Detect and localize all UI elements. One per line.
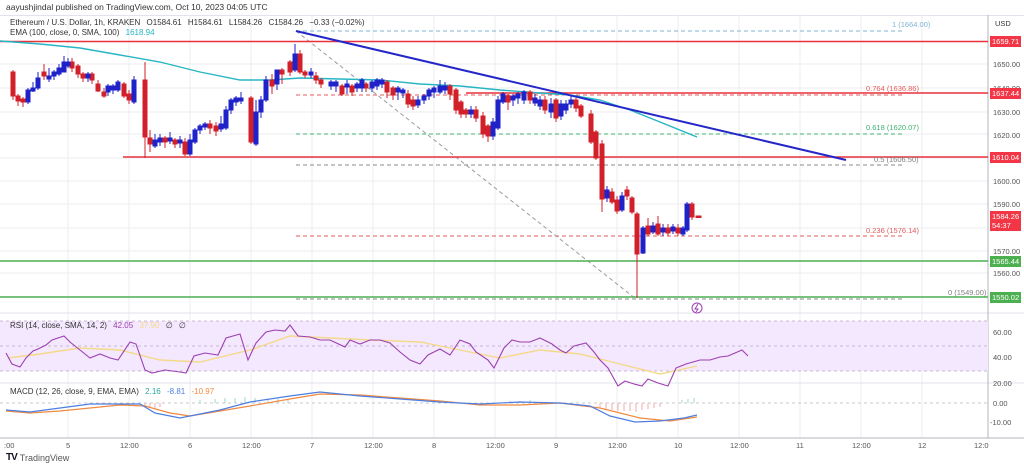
ohlc-open: O1584.61 xyxy=(146,18,182,27)
price-tag-1550: 1550.02 xyxy=(990,292,1022,303)
macd-line xyxy=(5,391,698,423)
macd-hist-value: 2.16 xyxy=(145,387,161,396)
macd-signal-value: -10.97 xyxy=(191,387,215,396)
time-tick: 11 xyxy=(796,441,804,450)
candlesticks xyxy=(10,44,702,298)
brand-name: TradingView xyxy=(19,452,70,463)
price-tick: 1600.00 xyxy=(993,177,1021,186)
ohlc-low: L1584.26 xyxy=(228,18,263,27)
price-tick: 1570.00 xyxy=(993,247,1021,256)
symbol-title[interactable]: Ethereum / U.S. Dollar, 1h, KRAKEN xyxy=(10,18,141,27)
time-tick: 12:0 xyxy=(974,441,989,450)
macd-tick: -10.00 xyxy=(990,418,1012,427)
macd-tick: 0.00 xyxy=(993,399,1008,408)
fib-label-05: 0.5 (1606.50) xyxy=(874,155,919,164)
time-tick: 12:00 xyxy=(486,441,505,450)
tradingview-logo-icon: TV xyxy=(6,452,18,463)
time-tick: 12:00 xyxy=(852,441,871,450)
rsi-legend[interactable]: RSI (14, close, SMA, 14, 2) 42.05 37.90 … xyxy=(10,321,190,330)
price-tag-1637: 1637.44 xyxy=(990,88,1022,99)
grid-horizontal xyxy=(0,63,988,274)
fib-label-0: 0 (1549.00) xyxy=(948,288,987,297)
price-tag-1565: 1565.44 xyxy=(990,256,1022,267)
rsi-extra-2: ∅ xyxy=(178,321,186,330)
rsi-line[interactable] xyxy=(5,324,749,387)
time-tick: :00 xyxy=(4,441,15,450)
rsi-label: RSI (14, close, SMA, 14, 2) xyxy=(10,321,107,330)
rsi-sma-line xyxy=(7,335,698,375)
ohlc-high: H1584.61 xyxy=(187,18,223,27)
rsi-tick: 20.00 xyxy=(993,379,1012,388)
price-tag-1610: 1610.04 xyxy=(990,152,1022,163)
time-tick: 12:00 xyxy=(120,441,139,450)
rsi-value: 42.05 xyxy=(113,321,134,330)
last-price-tag: 1584.26 54:37 xyxy=(990,211,1022,231)
macd-label: MACD (12, 26, close, 9, EMA, EMA) xyxy=(10,387,139,396)
time-tick: 12 xyxy=(918,441,927,450)
price-tick: 1630.00 xyxy=(993,108,1021,117)
main-legend: Ethereum / U.S. Dollar, 1h, KRAKEN O1584… xyxy=(10,18,369,27)
ema-value: 1618.94 xyxy=(125,28,155,37)
chart-frame xyxy=(0,15,1024,454)
time-tick: 12:00 xyxy=(608,441,627,450)
rsi-tick: 60.00 xyxy=(993,328,1012,337)
time-tick: 8 xyxy=(432,441,437,450)
time-tick: 7 xyxy=(310,441,315,450)
rsi-tick: 40.00 xyxy=(993,353,1012,362)
time-tick: 5 xyxy=(66,441,71,450)
ema-label: EMA (100, close, 0, SMA, 100) xyxy=(10,28,120,37)
ema-legend[interactable]: EMA (100, close, 0, SMA, 100) 1618.94 xyxy=(10,28,159,37)
fib-label-0236: 0.236 (1576.14) xyxy=(866,226,919,235)
publisher-line: aayushjindal published on TradingView.co… xyxy=(6,2,268,12)
fib-label-0618: 0.618 (1620.07) xyxy=(866,123,919,132)
price-change: −0.33 (−0.02%) xyxy=(309,18,365,27)
time-tick: 9 xyxy=(554,441,559,450)
alert-bolt-icon[interactable] xyxy=(691,302,703,314)
time-tick: 6 xyxy=(188,441,193,450)
macd-legend[interactable]: MACD (12, 26, close, 9, EMA, EMA) 2.16 -… xyxy=(10,387,218,396)
time-tick: 12:00 xyxy=(730,441,749,450)
time-tick: 12:00 xyxy=(364,441,383,450)
rsi-extra-1: ∅ xyxy=(165,321,173,330)
price-tick: 1620.00 xyxy=(993,131,1021,140)
macd-value: -8.81 xyxy=(166,387,186,396)
bar-countdown: 54:37 xyxy=(992,221,1011,230)
last-price: 1584.26 xyxy=(992,212,1020,221)
price-tick: 1560.00 xyxy=(993,269,1021,278)
price-tick: 1590.00 xyxy=(993,200,1021,209)
price-tick: 1650.00 xyxy=(993,60,1021,69)
fib-label-0764: 0.764 (1636.86) xyxy=(866,84,919,93)
descending-trendline[interactable] xyxy=(295,30,847,161)
ohlc-close: C1584.26 xyxy=(268,18,304,27)
rsi-sma-value: 37.90 xyxy=(139,321,160,330)
price-tag-1659: 1659.71 xyxy=(990,36,1022,47)
currency-label: USD xyxy=(995,19,1011,28)
macd-histogram xyxy=(144,397,695,412)
time-tick: 10 xyxy=(674,441,683,450)
time-tick: 12:00 xyxy=(242,441,261,450)
fib-label-1: 1 (1664.00) xyxy=(892,20,931,29)
tradingview-brand[interactable]: TV TradingView xyxy=(6,452,69,463)
